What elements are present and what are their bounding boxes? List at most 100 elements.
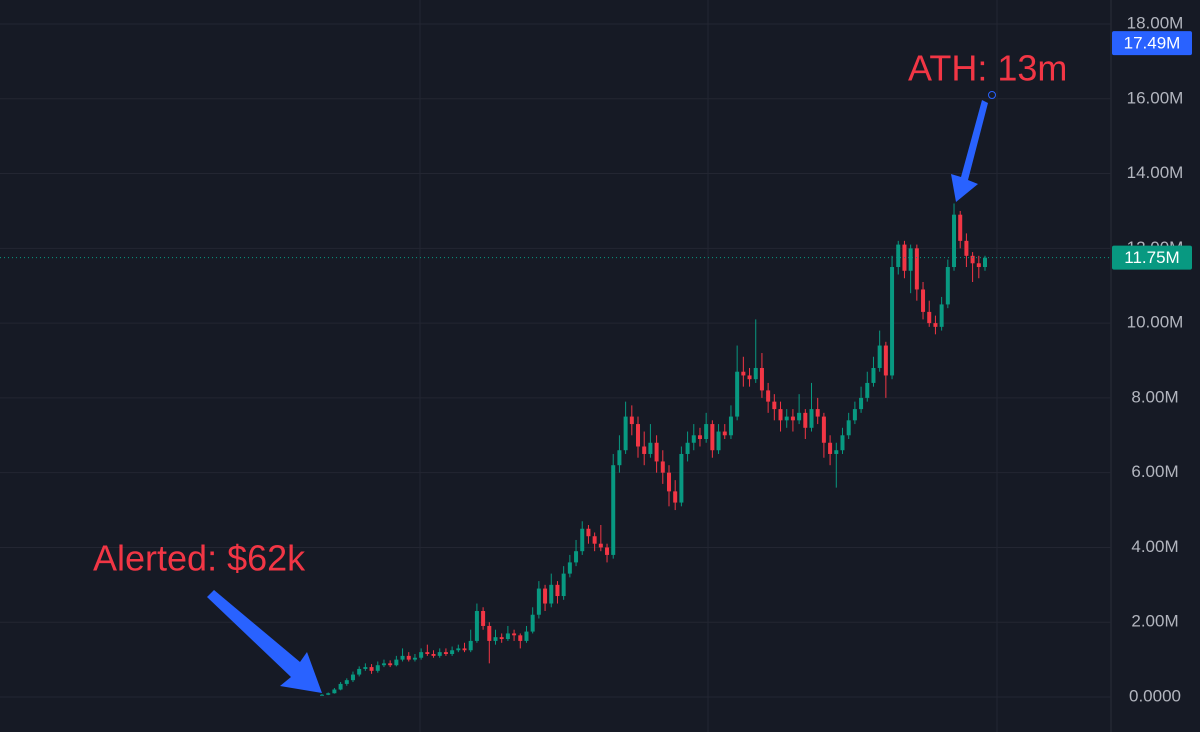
candle-body [964,240,969,256]
candle-body [666,472,671,492]
y-tick-label: 16.00M [1127,88,1184,107]
candle-body [927,311,932,324]
candle-body [419,652,424,658]
candle-body [809,409,814,428]
candle-body [375,665,380,671]
candle-body [976,263,981,268]
candle-body [400,655,405,660]
candle-body [753,367,758,380]
candle-body [778,409,783,421]
candle-body [493,637,498,641]
alert-annotation: Alerted: $62k [93,538,306,579]
candle-body [381,663,386,666]
candle-body [406,655,411,660]
y-tick-label: 8.00M [1131,387,1178,406]
candle-body [586,528,591,537]
candle-body [443,652,448,655]
candle-body [747,375,752,380]
candle-body [933,323,938,327]
candle-body [574,551,579,563]
candle-body [412,657,417,660]
ath-arrow [951,100,988,202]
candle-body [840,435,845,451]
candle-body [697,435,702,440]
candle-body [369,667,374,671]
candle-body [722,431,727,436]
candle-body [388,663,393,666]
candle-body [598,543,603,548]
candle-body [642,446,647,454]
candle-body [431,654,436,656]
candle-body [320,694,324,696]
candle-body [357,668,362,675]
candle-body [952,214,957,268]
candle-body [487,625,492,641]
candle-body [871,367,876,383]
candle-body [636,424,641,447]
price-label: 11.75M [1124,248,1179,267]
candle-body [685,442,690,454]
candle-body [474,611,479,641]
candle-body [536,588,541,615]
candle-body [877,345,882,368]
candle-body [691,435,696,443]
candle-body [958,214,963,241]
candle-body [456,648,461,651]
ath-annotation: ATH: 13m [908,48,1067,89]
candle-body [803,412,808,428]
candle-body [468,640,473,651]
alert-arrow [207,590,322,693]
candle-body [772,401,777,410]
candle-body [648,442,653,454]
candle-body [865,382,870,398]
candle-body [499,637,504,640]
candle-body [679,453,684,503]
candle-body [716,431,721,451]
candle-body [728,416,733,436]
candle-body [673,491,678,503]
y-tick-label: 2.00M [1131,612,1178,631]
y-tick-label: 4.00M [1131,537,1178,556]
price-label-box [1112,31,1192,56]
y-tick-label: 10.00M [1127,313,1184,332]
candle-body [797,412,802,421]
candle-body [834,450,839,454]
candle-body [543,588,548,604]
candle-body [908,248,913,271]
candle-body [462,648,467,651]
price-label-box [1112,245,1192,270]
candle-body [549,584,554,604]
candle-body [846,420,851,436]
candle-body [332,689,337,694]
candle-body [326,693,331,695]
marker [988,91,996,99]
candle-body [939,304,944,327]
candle-body [766,390,771,402]
candle-body [350,674,355,681]
candle-body [784,416,789,421]
candle-body [481,611,486,626]
candle-body [759,367,764,391]
candle-body [524,631,529,641]
y-tick-label: 0.0000 [1129,686,1181,705]
candle-body [983,257,987,268]
candle-body [450,650,455,655]
candle-body [704,424,709,440]
candle-body [338,683,343,690]
candle-body [828,442,833,454]
candle-body [890,267,895,376]
candle-body [945,267,950,305]
candle-body [344,680,349,684]
candle-body [580,528,585,552]
candle-body [970,255,975,264]
candle-body [921,289,926,312]
candle-body [518,635,523,641]
candle-body [567,562,572,574]
candle-body [735,371,740,417]
candle-body [394,659,399,666]
candle-body [605,547,610,555]
candle-body [512,633,517,636]
candle-body [710,424,715,451]
candle-body [883,345,888,376]
